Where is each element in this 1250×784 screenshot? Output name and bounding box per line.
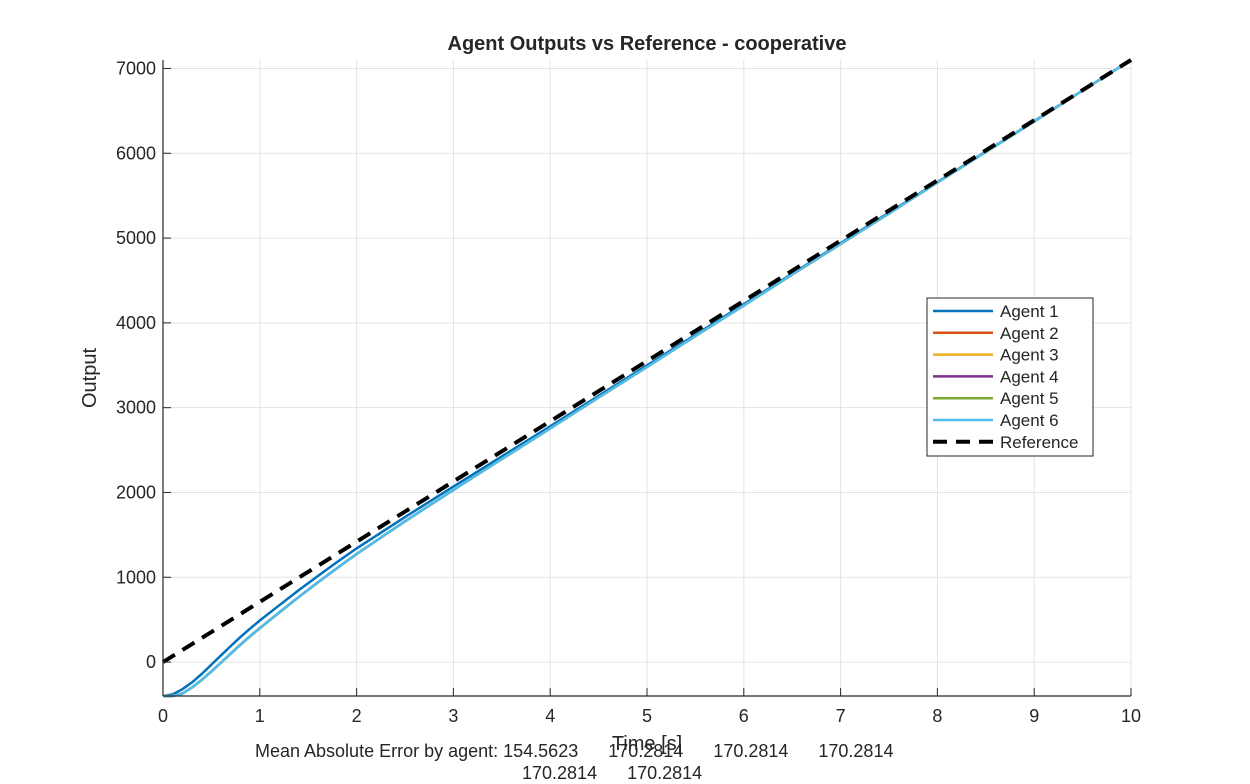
y-tick-label: 1000 [116, 567, 156, 587]
x-tick-label: 6 [739, 706, 749, 726]
y-tick-label: 6000 [116, 143, 156, 163]
x-tick-label: 5 [642, 706, 652, 726]
legend-label: Agent 6 [1000, 411, 1059, 430]
mae-footer-line-1: Mean Absolute Error by agent: 154.5623 1… [255, 741, 893, 762]
x-tick-label: 3 [448, 706, 458, 726]
x-tick-label: 4 [545, 706, 555, 726]
legend: Agent 1 Agent 2 Agent 3 Agent 4 Agent 5 Agent… [927, 298, 1093, 456]
y-tick-label: 2000 [116, 482, 156, 502]
mae-footer-line-2: 170.2814 170.2814 [522, 763, 702, 784]
legend-label: Agent 2 [1000, 324, 1059, 343]
x-tick-label: 1 [255, 706, 265, 726]
x-tick-label: 8 [932, 706, 942, 726]
legend-label: Agent 5 [1000, 389, 1059, 408]
legend-label: Agent 1 [1000, 302, 1059, 321]
y-tick-label: 5000 [116, 228, 156, 248]
legend-label: Agent 4 [1000, 367, 1059, 386]
legend-label: Agent 3 [1000, 346, 1059, 365]
y-tick-label: 0 [146, 652, 156, 672]
x-tick-label: 2 [352, 706, 362, 726]
x-tick-label: 9 [1029, 706, 1039, 726]
x-tick-labels: 0 1 2 3 4 5 6 7 8 9 10 [158, 706, 1141, 726]
y-tick-label: 3000 [116, 398, 156, 418]
x-tick-label: 0 [158, 706, 168, 726]
y-tick-label: 7000 [116, 58, 156, 78]
y-axis-label: Output [79, 348, 101, 408]
legend-label: Reference [1000, 433, 1078, 452]
chart-title: Agent Outputs vs Reference - cooperative [448, 33, 847, 55]
x-tick-label: 10 [1121, 706, 1141, 726]
y-tick-labels: 0 1000 2000 3000 4000 5000 6000 7000 [116, 58, 156, 672]
x-tick-label: 7 [836, 706, 846, 726]
y-tick-label: 4000 [116, 313, 156, 333]
